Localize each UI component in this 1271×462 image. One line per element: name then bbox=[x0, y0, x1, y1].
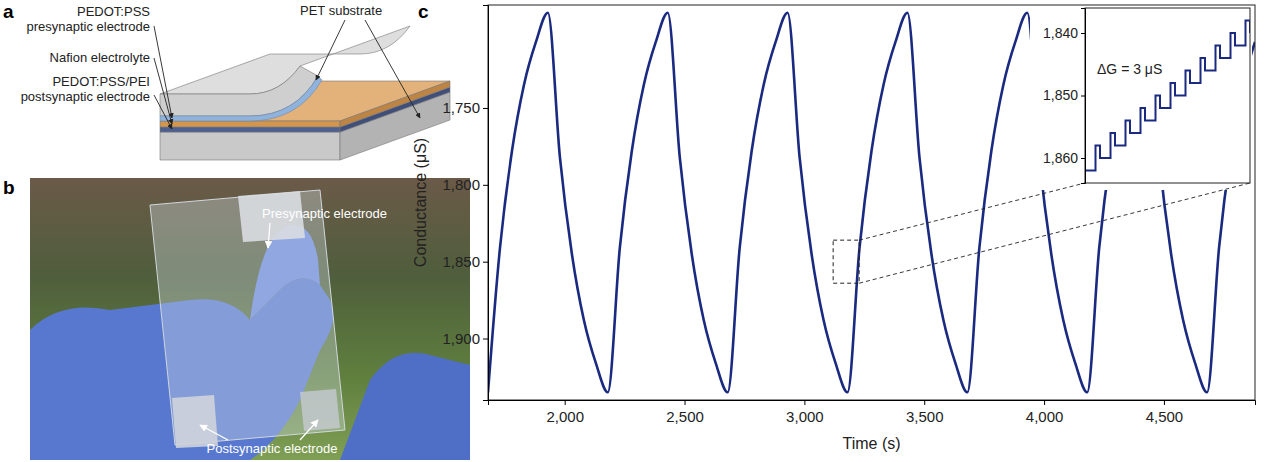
y-tick-mark bbox=[483, 185, 488, 186]
inset-y-axis-line bbox=[1081, 9, 1086, 184]
y-axis-title: Conductance (μS) bbox=[412, 138, 429, 267]
x-axis-line bbox=[489, 401, 1256, 406]
y-tick: 1,750 bbox=[442, 99, 488, 116]
inset-step-line bbox=[1085, 21, 1250, 171]
label-line: postsynaptic electrode bbox=[21, 89, 150, 104]
x-tick: 3,000 bbox=[786, 400, 824, 425]
x-axis-title: Time (s) bbox=[842, 435, 900, 452]
inset-y-tick: 1,860 bbox=[1043, 150, 1085, 166]
conductance-line bbox=[488, 13, 1255, 393]
y-tick-label: 1,850 bbox=[442, 253, 480, 270]
inset-annotation: ΔG = 3 μS bbox=[1097, 61, 1162, 77]
inset-background bbox=[1030, 6, 1252, 190]
x-tick-label: 4,500 bbox=[1146, 408, 1184, 425]
layer-label: PEDOT:PSS/PEIpostsynaptic electrode bbox=[21, 74, 150, 104]
photo-label: Presynaptic electrode bbox=[262, 206, 387, 221]
y-tick-label: 1,900 bbox=[442, 330, 480, 347]
y-tick-mark bbox=[483, 108, 488, 109]
x-axis: 2,000 2,500 3,000 3,500 4,000 4,500 bbox=[489, 400, 1256, 425]
plot-frame bbox=[488, 5, 1255, 400]
panel-letter: a bbox=[3, 1, 14, 22]
annotation-patch bbox=[1095, 60, 1164, 78]
x-tick: 2,000 bbox=[546, 400, 584, 425]
x-tick-label: 3,000 bbox=[786, 408, 824, 425]
y-tick-mark bbox=[483, 262, 488, 263]
photo: Presynaptic electrode Postsynaptic electr… bbox=[30, 178, 470, 460]
label-line: presynaptic electrode bbox=[26, 19, 150, 34]
x-tick: 2,500 bbox=[666, 400, 704, 425]
x-tick-mark bbox=[1164, 400, 1165, 405]
zoom-connector bbox=[859, 183, 1250, 283]
photo-background bbox=[30, 178, 470, 460]
figure: a b c PEDOT:PSSpresynaptic electrode Nafion … bbox=[0, 0, 1271, 462]
inset-marks bbox=[1085, 21, 1250, 171]
x-tick-label: 4,000 bbox=[1026, 408, 1064, 425]
panel-letter: b bbox=[3, 177, 15, 198]
photo-label: Postsynaptic electrode bbox=[207, 441, 338, 456]
panel-letter: c bbox=[418, 1, 429, 22]
y-tick: 1,800 bbox=[442, 176, 488, 193]
x-tick: 3,500 bbox=[906, 400, 944, 425]
leader-line bbox=[154, 26, 172, 118]
y-tick-label: 1,800 bbox=[442, 176, 480, 193]
zoom-connector bbox=[859, 183, 1085, 240]
zoom-box bbox=[833, 240, 859, 283]
x-tick-mark bbox=[924, 400, 925, 405]
inset-y-tick-mark bbox=[1081, 33, 1085, 34]
inset-y-tick: 1,850 bbox=[1043, 87, 1085, 103]
x-tick-label: 2,000 bbox=[546, 408, 584, 425]
inset-y-axis: 1,840 1,850 1,860 bbox=[1043, 9, 1086, 184]
x-tick-mark bbox=[685, 400, 686, 405]
photo-arrow bbox=[268, 223, 270, 248]
x-tick: 4,000 bbox=[1026, 400, 1064, 425]
label-line: Nafion electrolyte bbox=[50, 50, 150, 65]
schematic bbox=[160, 26, 450, 160]
y-tick-label: 1,750 bbox=[442, 99, 480, 116]
nafion-front bbox=[160, 121, 340, 127]
pet-bottom-front bbox=[160, 132, 340, 160]
inset-y-tick-label: 1,850 bbox=[1043, 87, 1078, 103]
y-tick: 1,900 bbox=[442, 330, 488, 347]
leader-line bbox=[316, 20, 345, 80]
inset-y-tick-mark bbox=[1081, 96, 1085, 97]
layer-label: Nafion electrolyte bbox=[50, 50, 150, 65]
x-tick-mark bbox=[1044, 400, 1045, 405]
glove bbox=[340, 353, 470, 460]
photo-arrow bbox=[200, 425, 228, 440]
postsynaptic-strip bbox=[300, 389, 340, 431]
y-axis: 1,750 1,800 1,850 1,900 bbox=[442, 6, 488, 401]
y-axis-line bbox=[483, 6, 489, 401]
presynaptic-front bbox=[160, 76, 322, 121]
layer-label: PEDOT:PSSpresynaptic electrode bbox=[26, 4, 150, 34]
inset-y-tick-label: 1,860 bbox=[1043, 150, 1078, 166]
inset-frame bbox=[1085, 8, 1250, 183]
x-tick: 4,500 bbox=[1146, 400, 1184, 425]
photo-arrow bbox=[300, 420, 318, 440]
inset-y-tick: 1,840 bbox=[1043, 25, 1085, 41]
x-tick-mark bbox=[804, 400, 805, 405]
postsynaptic-front bbox=[160, 127, 340, 132]
y-tick-mark bbox=[483, 339, 488, 340]
x-tick-label: 2,500 bbox=[666, 408, 704, 425]
label-line: PEDOT:PSS bbox=[77, 4, 150, 19]
leader-line bbox=[154, 58, 172, 124]
inset-y-tick-mark bbox=[1081, 158, 1085, 159]
inset-y-tick-label: 1,840 bbox=[1043, 25, 1078, 41]
x-tick-mark bbox=[565, 400, 566, 405]
x-tick-label: 3,500 bbox=[906, 408, 944, 425]
label-line: PEDOT:PSS/PEI bbox=[52, 74, 150, 89]
leader-line bbox=[365, 20, 420, 118]
plot-marks bbox=[488, 13, 1255, 393]
leader-line bbox=[154, 95, 172, 129]
nafion-side bbox=[340, 81, 450, 127]
y-tick: 1,850 bbox=[442, 253, 488, 270]
substrate-label: PET substrate bbox=[300, 3, 382, 18]
